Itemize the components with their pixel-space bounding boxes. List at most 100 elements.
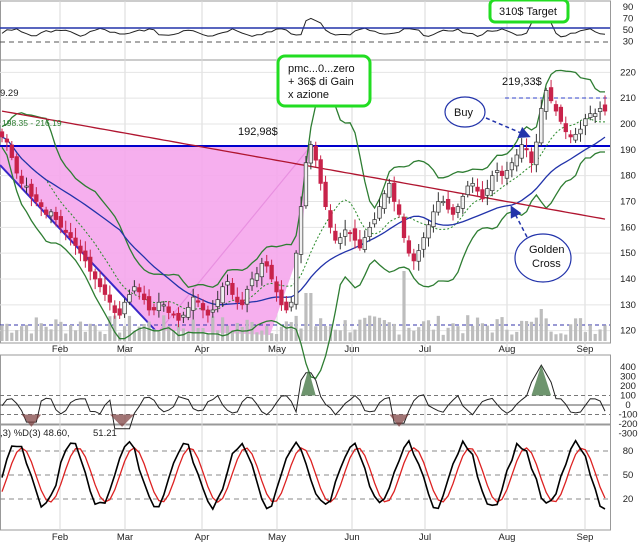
volume-bar xyxy=(422,321,426,341)
candle-body xyxy=(470,183,475,187)
candle-body xyxy=(259,263,264,278)
x-tick-label: Sep xyxy=(577,532,594,543)
candle-body xyxy=(377,206,382,219)
candle-body xyxy=(225,281,230,286)
high-label: 219,33$ xyxy=(502,76,542,88)
volume-bar xyxy=(456,326,460,341)
top-y-tick: 70 xyxy=(623,13,634,24)
candle-body xyxy=(230,282,235,295)
price-y-tick: 160 xyxy=(620,222,636,233)
volume-bar xyxy=(221,317,225,341)
candle-body xyxy=(254,273,260,281)
candle-body xyxy=(264,261,269,267)
candle-body xyxy=(240,299,245,306)
volume-bar xyxy=(500,317,504,341)
price-y-tick: 150 xyxy=(620,248,636,259)
candle-body xyxy=(269,264,274,280)
candle-body xyxy=(142,293,147,301)
candle-body xyxy=(583,118,588,127)
candle-body xyxy=(514,154,519,167)
ma-mid xyxy=(1,136,606,306)
x-tick-label: Aug xyxy=(499,344,516,355)
candle-body xyxy=(343,229,348,237)
candle-body xyxy=(39,202,44,208)
candle-body xyxy=(450,207,456,215)
bollinger-upper xyxy=(1,69,605,289)
candle-body xyxy=(411,253,416,262)
golden-cross-arrow xyxy=(510,205,528,238)
golden-cross-line-1: Golden xyxy=(529,244,564,256)
candle-body xyxy=(137,287,142,293)
candle-body xyxy=(97,278,103,288)
volume-bar xyxy=(598,329,602,341)
x-tick-label: Jul xyxy=(419,344,431,355)
volume-bar xyxy=(255,332,259,341)
volume-bar xyxy=(284,321,288,341)
volume-bar xyxy=(392,323,396,341)
candle-body xyxy=(426,224,431,239)
volume-bar xyxy=(348,332,352,341)
candle-body xyxy=(34,194,39,202)
volume-bar xyxy=(314,326,318,341)
volume-bar xyxy=(132,331,136,341)
volume-bar xyxy=(118,332,122,341)
candle-body xyxy=(406,240,412,254)
volume-bar xyxy=(490,332,494,341)
candle-body xyxy=(195,300,201,303)
candle-body xyxy=(4,138,10,143)
candle-body xyxy=(490,175,495,192)
candle-body xyxy=(441,201,446,204)
volume-bar xyxy=(83,331,87,341)
price-y-tick: 140 xyxy=(620,274,636,285)
candle-body xyxy=(151,307,157,311)
candle-body xyxy=(352,228,358,241)
top-y-tick: 30 xyxy=(623,37,634,48)
candle-body xyxy=(597,108,603,113)
candle-body xyxy=(48,211,54,217)
volume-bar xyxy=(49,329,53,341)
gain-line-3: x azione xyxy=(288,89,329,101)
moving-averages xyxy=(1,69,606,379)
volume-bar xyxy=(436,315,440,341)
candle-body xyxy=(504,170,510,179)
wedge-edge xyxy=(159,146,311,331)
candle-body xyxy=(460,195,465,209)
volume-bar xyxy=(377,317,382,341)
volume-bar xyxy=(441,334,445,341)
candle-body xyxy=(338,237,343,244)
candlesticks xyxy=(0,79,608,328)
candle-body xyxy=(558,106,564,122)
candle-body xyxy=(117,308,122,316)
volume-bar xyxy=(196,327,200,341)
cci-y-tick: 0 xyxy=(625,400,630,411)
volume-bar xyxy=(578,318,583,341)
volume-bar xyxy=(20,326,24,341)
volume-bar xyxy=(402,271,406,341)
candle-body xyxy=(102,284,108,295)
candle-body xyxy=(298,206,304,255)
band-labels: 198.35 - 216.19 xyxy=(2,118,62,128)
candle-body xyxy=(63,229,68,233)
candle-body xyxy=(347,232,353,235)
price-y-tick: 170 xyxy=(620,197,636,208)
volume-bar xyxy=(157,331,161,341)
volume-bar xyxy=(480,323,485,341)
volume-bar xyxy=(382,320,386,341)
volume-bar xyxy=(93,325,97,341)
volume-bar xyxy=(122,326,127,341)
volume-bar xyxy=(201,327,205,341)
price-y-tick: 200 xyxy=(620,119,636,130)
candle-body xyxy=(372,219,377,225)
candle-body xyxy=(480,189,485,200)
volume-bar xyxy=(274,334,279,341)
volume-bar xyxy=(333,329,337,341)
volume-bar xyxy=(147,321,151,341)
volume-bar xyxy=(230,330,235,341)
candle-body xyxy=(357,239,363,249)
volume-bar xyxy=(176,324,181,341)
cci-line xyxy=(1,364,606,430)
candle-body xyxy=(539,108,544,144)
top-y-tick: 50 xyxy=(623,25,634,36)
stoch-y-tick: 20 xyxy=(623,494,634,505)
